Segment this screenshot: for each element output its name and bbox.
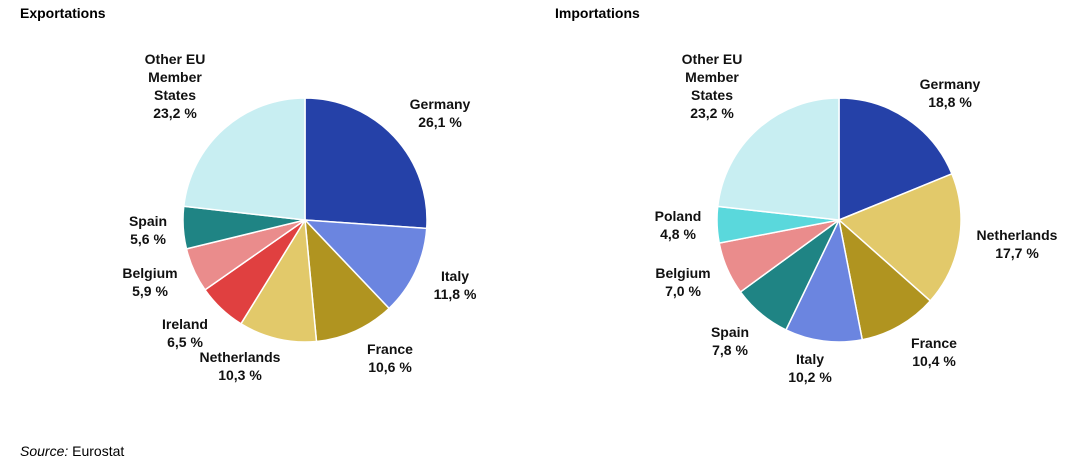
- category-label: Spain: [128, 213, 168, 229]
- value-label: 23,2 %: [690, 105, 734, 121]
- category-label: Netherlands: [199, 349, 281, 365]
- value-label: 11,8 %: [433, 286, 477, 302]
- slice-label: Netherlands 17,7 %: [972, 226, 1062, 262]
- category-label: Other EU Member States: [681, 51, 743, 103]
- slice-label: France 10,4 %: [889, 334, 979, 370]
- value-label: 4,8 %: [660, 226, 696, 242]
- pie-slice: [837, 217, 932, 341]
- chart-title: Importations: [555, 5, 640, 21]
- value-label: 10,3 %: [218, 367, 262, 383]
- chart-title: Exportations: [20, 5, 106, 21]
- pie-slice: [304, 217, 391, 343]
- slice-label: Spain 5,6 %: [103, 212, 193, 248]
- pie-slice: [182, 97, 306, 221]
- value-label: 17,7 %: [995, 245, 1039, 261]
- slice-label: France 10,6 %: [345, 340, 435, 376]
- pie-slice: [837, 172, 962, 302]
- value-label: 26,1 %: [418, 114, 462, 130]
- source-text: Eurostat: [72, 443, 125, 459]
- value-label: 10,4 %: [912, 353, 956, 369]
- slice-label: Italy 10,2 %: [765, 350, 855, 386]
- value-label: 23,2 %: [153, 105, 197, 121]
- category-label: Netherlands: [976, 227, 1058, 243]
- pie-slice: [838, 97, 953, 222]
- value-label: 18,8 %: [928, 94, 972, 110]
- value-label: 7,8 %: [712, 342, 748, 358]
- category-label: France: [911, 335, 957, 351]
- slice-label: Poland 4,8 %: [633, 207, 723, 243]
- slice-label: Belgium 7,0 %: [638, 264, 728, 300]
- slice-label: Ireland 6,5 %: [140, 315, 230, 351]
- pie-slice: [784, 217, 864, 343]
- slice-label: Other EU Member States 23,2 %: [667, 50, 757, 122]
- slice-label: Italy 11,8 %: [410, 267, 500, 303]
- category-label: Germany: [919, 76, 981, 92]
- slice-label: Germany 18,8 %: [905, 75, 995, 111]
- value-label: 6,5 %: [167, 334, 203, 350]
- category-label: Ireland: [162, 316, 208, 332]
- category-label: Belgium: [655, 265, 711, 281]
- category-label: Germany: [409, 96, 471, 112]
- value-label: 10,2 %: [788, 369, 832, 385]
- category-label: Other EU Member States: [144, 51, 206, 103]
- pie-slice: [716, 97, 840, 221]
- category-label: Spain: [710, 324, 750, 340]
- slice-label: Belgium 5,9 %: [105, 264, 195, 300]
- category-label: Italy: [440, 268, 469, 284]
- source-label: Source:: [20, 443, 69, 459]
- category-label: Italy: [795, 351, 824, 367]
- slice-label: Other EU Member States 23,2 %: [130, 50, 220, 122]
- value-label: 7,0 %: [665, 283, 701, 299]
- pie-slice: [239, 217, 318, 343]
- slice-label: Germany 26,1 %: [395, 95, 485, 131]
- slice-label: Netherlands 10,3 %: [195, 348, 285, 384]
- pie-slice: [304, 97, 428, 230]
- source: Source: Eurostat: [20, 443, 124, 459]
- value-label: 5,9 %: [132, 283, 168, 299]
- value-label: 5,6 %: [130, 231, 166, 247]
- category-label: France: [367, 341, 413, 357]
- category-label: Poland: [654, 208, 702, 224]
- category-label: Belgium: [122, 265, 178, 281]
- value-label: 10,6 %: [368, 359, 412, 375]
- slice-label: Spain 7,8 %: [685, 323, 775, 359]
- pie-slice: [303, 219, 428, 310]
